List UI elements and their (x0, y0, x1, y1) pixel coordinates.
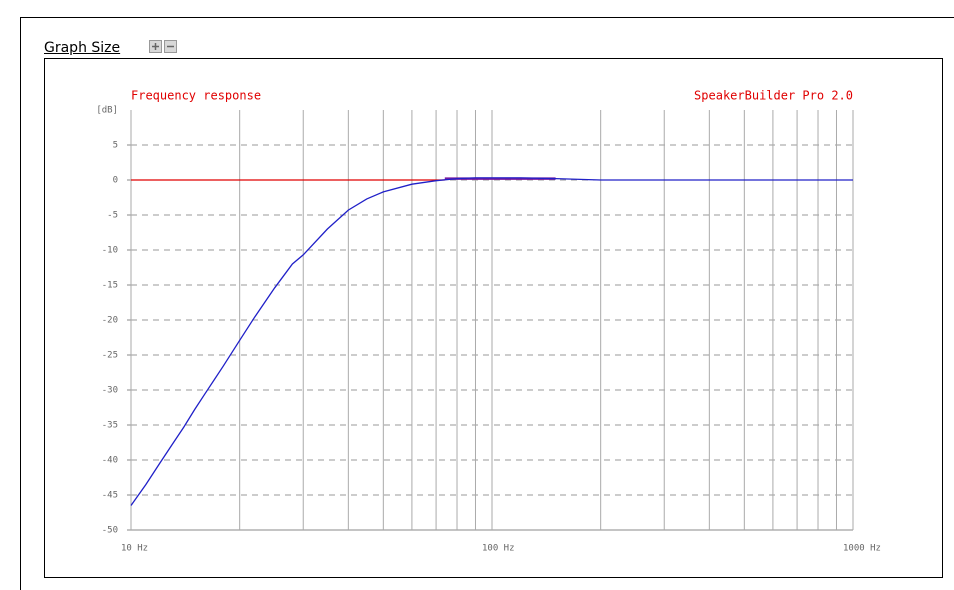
y-tick-label: 0 (113, 176, 118, 186)
y-tick-label: -10 (102, 246, 118, 256)
y-tick-label: -50 (102, 526, 118, 536)
chart-subtitle: SpeakerBuilder Pro 2.0 (694, 89, 853, 103)
y-tick-label: -40 (102, 456, 118, 466)
y-tick-label: -15 (102, 281, 118, 291)
chart-frame (44, 58, 943, 578)
y-tick-label: -20 (102, 316, 118, 326)
x-tick-label: 1000 Hz (843, 544, 881, 554)
y-tick-label: -25 (102, 351, 118, 361)
enlarge-button[interactable] (149, 40, 162, 53)
series-line (130, 177, 853, 506)
y-tick-label: -30 (102, 386, 118, 396)
minus-icon (167, 45, 174, 48)
x-tick-label: 10 Hz (121, 544, 148, 554)
y-tick-label: -5 (107, 211, 118, 221)
y-tick-label: 5 (113, 141, 118, 151)
y-axis-label: [dB] (96, 106, 118, 116)
chart-title: Frequency response (131, 89, 261, 103)
shrink-button[interactable] (164, 40, 177, 53)
panel (20, 17, 954, 590)
graph-size-label: Graph Size (44, 40, 121, 56)
y-tick-label: -45 (102, 491, 118, 501)
plus-icon (152, 43, 159, 50)
x-tick-label: 100 Hz (482, 544, 515, 554)
y-tick-label: -35 (102, 421, 118, 431)
